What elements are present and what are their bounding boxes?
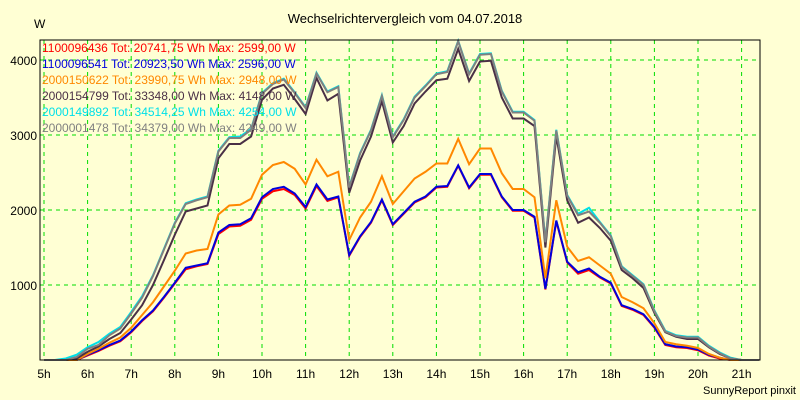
x-tick-label: 10h bbox=[252, 367, 272, 381]
x-tick-label: 17h bbox=[557, 367, 577, 381]
chart-title: Wechselrichtervergleich vom 04.07.2018 bbox=[288, 11, 523, 26]
series-line-2000001478 bbox=[44, 38, 760, 361]
legend: 1100096436 Tot: 20741,75 Wh Max: 2599,00… bbox=[42, 41, 297, 135]
x-tick-label: 18h bbox=[601, 367, 621, 381]
x-tick-label: 5h bbox=[37, 367, 50, 381]
x-tick-label: 12h bbox=[339, 367, 359, 381]
y-tick-label: 3000 bbox=[10, 129, 37, 143]
series-line-2000154799 bbox=[44, 45, 760, 361]
x-tick-label: 11h bbox=[296, 367, 315, 381]
x-tick-label: 19h bbox=[644, 367, 664, 381]
legend-entry-1100096436: 1100096436 Tot: 20741,75 Wh Max: 2599,00… bbox=[42, 41, 296, 55]
legend-entry-2000154799: 2000154799 Tot: 33348,00 Wh Max: 4148,00… bbox=[42, 89, 297, 103]
x-tick-label: 9h bbox=[212, 367, 225, 381]
series-lines bbox=[44, 37, 760, 361]
x-tick-label: 21h bbox=[732, 367, 752, 381]
legend-entry-1100096541: 1100096541 Tot: 20923,50 Wh Max: 2596,00… bbox=[42, 57, 296, 71]
legend-entry-2000150622: 2000150622 Tot: 23990,75 Wh Max: 2948,00… bbox=[42, 73, 297, 87]
x-tick-label: 7h bbox=[125, 367, 138, 381]
x-tick-label: 6h bbox=[81, 367, 94, 381]
y-tick-label: 1000 bbox=[10, 279, 37, 293]
y-tick-labels: 1000 2000 3000 4000 bbox=[10, 54, 37, 293]
y-axis-label: W bbox=[34, 17, 46, 31]
x-tick-label: 14h bbox=[426, 367, 446, 381]
y-tick-label: 2000 bbox=[10, 204, 37, 218]
series-line-1100096541 bbox=[44, 163, 760, 361]
y-tick-label: 4000 bbox=[10, 54, 37, 68]
x-tick-label: 8h bbox=[168, 367, 181, 381]
x-tick-labels: 5h 6h 7h 8h 9h 10h 11h 12h 13h 14h 15h 16h 17h 18h 19h… bbox=[37, 367, 751, 381]
x-tick-label: 20h bbox=[688, 367, 708, 381]
legend-entry-2000001478: 2000001478 Tot: 34379,00 Wh Max: 4249,00… bbox=[42, 121, 297, 135]
x-tick-label: 16h bbox=[514, 367, 534, 381]
footer-credit: SunnyReport pinxit bbox=[703, 385, 796, 397]
series-line-2000150622 bbox=[44, 136, 760, 361]
axes bbox=[39, 39, 761, 361]
grid bbox=[40, 40, 760, 360]
legend-entry-2000149892: 2000149892 Tot: 34514,25 Wh Max: 4254,00… bbox=[42, 105, 297, 119]
x-tick-label: 15h bbox=[470, 367, 490, 381]
plot-frame bbox=[39, 39, 761, 361]
x-tick-label: 13h bbox=[383, 367, 403, 381]
